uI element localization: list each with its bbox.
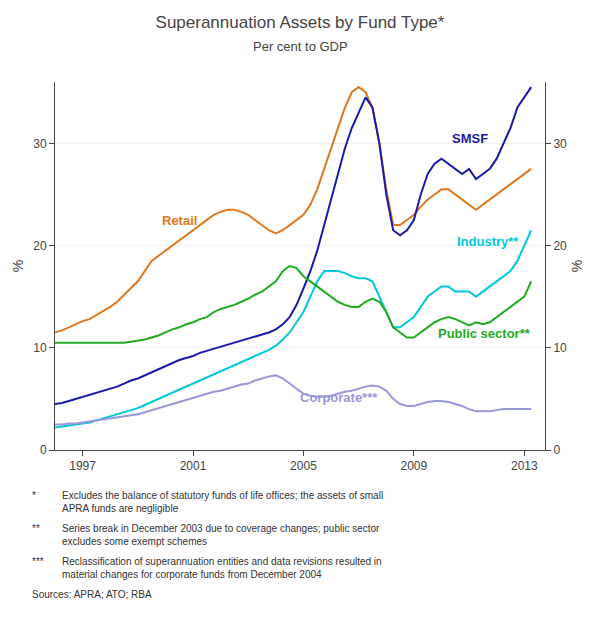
svg-text:Superannuation Assets by Fund: Superannuation Assets by Fund Type* [156,13,445,32]
svg-text:20: 20 [553,239,567,253]
svg-text:30: 30 [553,137,567,151]
svg-text:Industry**: Industry** [457,234,519,249]
svg-text:%: % [569,260,585,272]
svg-text:10: 10 [33,341,47,355]
svg-text:Retail: Retail [162,213,197,228]
svg-text:2005: 2005 [290,459,317,473]
svg-text:20: 20 [33,239,47,253]
svg-text:Excludes the balance of statut: Excludes the balance of statutory funds … [62,490,383,514]
svg-text:2009: 2009 [401,459,428,473]
svg-text:SMSF: SMSF [452,131,488,146]
svg-text:0: 0 [553,443,560,457]
svg-text:Corporate***: Corporate*** [300,390,378,405]
svg-text:2001: 2001 [180,459,207,473]
svg-text:0: 0 [40,443,47,457]
svg-text:**: ** [32,523,40,534]
svg-text:Public sector**: Public sector** [438,326,531,341]
svg-text:%: % [10,260,26,272]
svg-text:10: 10 [553,341,567,355]
svg-text:Per cent to GDP: Per cent to GDP [253,39,348,54]
svg-text:Reclassification of superannua: Reclassification of superannuation entit… [62,556,382,580]
svg-text:Sources: APRA; ATO; RBA: Sources: APRA; ATO; RBA [32,589,152,600]
svg-text:1997: 1997 [69,459,96,473]
svg-text:*: * [32,490,36,501]
svg-text:Series break in December 2003: Series break in December 2003 due to cov… [62,523,380,547]
svg-text:2013: 2013 [511,459,538,473]
svg-text:***: *** [32,556,44,567]
svg-text:30: 30 [33,137,47,151]
